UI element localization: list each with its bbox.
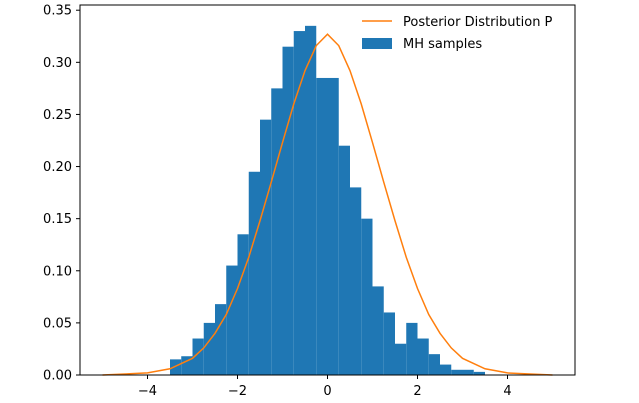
histogram-bar [451, 369, 463, 375]
legend-label-posterior: Posterior Distribution P [403, 15, 553, 30]
y-axis: 0.00 0.05 0.10 0.15 0.20 0.25 0.30 0.35 [43, 4, 80, 384]
histogram-bar [372, 286, 384, 375]
y-tick-label: 0.15 [43, 212, 72, 227]
histogram-bars [170, 25, 485, 376]
legend-label-mh-samples: MH samples [403, 37, 482, 52]
x-tick-label: −2 [228, 384, 247, 399]
histogram-bar [203, 322, 215, 375]
x-axis: −4 −2 0 2 4 [138, 375, 512, 399]
histogram-bar [395, 343, 407, 375]
y-tick-label: 0.25 [43, 108, 72, 123]
histogram-bar [248, 171, 260, 375]
histogram-bar [327, 77, 339, 375]
y-tick-label: 0.35 [43, 4, 72, 19]
histogram-bar [181, 356, 193, 375]
histogram-bar [417, 338, 429, 375]
histogram-bar [428, 354, 440, 375]
y-tick-label: 0.05 [43, 316, 72, 331]
histogram-bar [237, 234, 249, 375]
histogram-bar [271, 88, 283, 375]
histogram-bar [361, 218, 373, 375]
y-tick-label: 0.20 [43, 160, 72, 175]
legend-bar-swatch [362, 38, 392, 49]
histogram-bar [293, 31, 305, 376]
histogram-bar [338, 145, 350, 375]
histogram-bar [170, 359, 182, 375]
posterior-distribution-line [102, 33, 553, 376]
histogram-bar [282, 46, 294, 376]
histogram-bar [305, 25, 317, 376]
y-tick-label: 0.10 [43, 264, 72, 279]
histogram-bar [215, 304, 227, 375]
x-tick-label: −4 [138, 384, 157, 399]
x-tick-label: 4 [503, 384, 511, 399]
histogram-bar [440, 364, 452, 375]
histogram-bar [316, 77, 328, 375]
x-tick-label: 2 [413, 384, 421, 399]
histogram-bar [473, 371, 485, 375]
histogram-bar [462, 369, 474, 375]
histogram-bar [226, 265, 238, 375]
x-tick-label: 0 [323, 384, 331, 399]
histogram-bar [406, 322, 418, 375]
y-tick-label: 0.30 [43, 56, 72, 71]
histogram-bar [260, 119, 272, 375]
y-tick-label: 0.00 [43, 369, 72, 384]
histogram-bar [350, 187, 362, 375]
histogram-bar [383, 312, 395, 375]
histogram-bar [192, 338, 204, 375]
legend: Posterior Distribution P MH samples [362, 15, 553, 52]
